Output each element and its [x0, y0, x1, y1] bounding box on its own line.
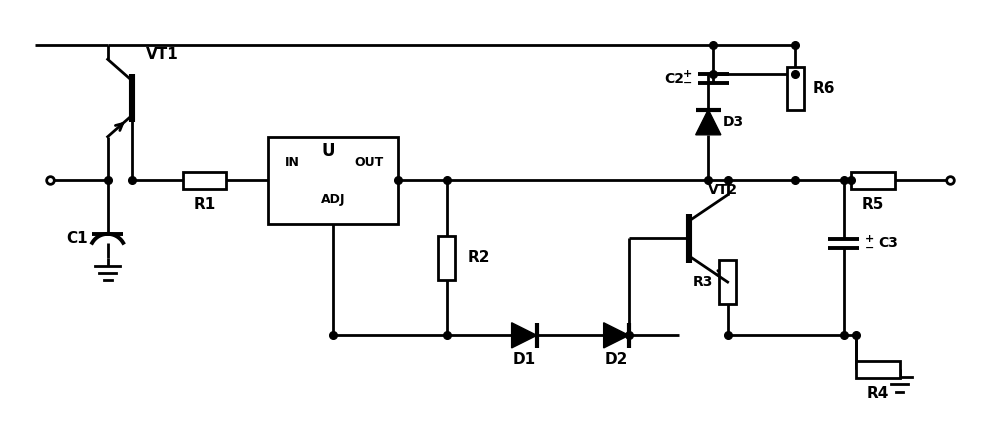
Text: D2: D2 [605, 352, 628, 367]
Text: R2: R2 [468, 250, 491, 266]
Text: −: − [864, 243, 874, 253]
Bar [719, 260, 736, 304]
Text: ADJ: ADJ [321, 193, 345, 206]
Text: R1: R1 [193, 197, 216, 212]
Text: VT1: VT1 [146, 47, 179, 62]
Bar [851, 172, 895, 189]
Text: R3: R3 [693, 275, 714, 289]
Text: D3: D3 [723, 115, 744, 129]
Text: C3: C3 [878, 236, 898, 250]
Bar [268, 137, 398, 224]
Text: U: U [321, 142, 335, 160]
Text: C2: C2 [664, 71, 684, 86]
Text: VT2: VT2 [708, 183, 738, 197]
Text: +: + [683, 69, 693, 79]
Polygon shape [696, 110, 721, 135]
Text: OUT: OUT [355, 156, 384, 170]
Polygon shape [604, 323, 629, 348]
Text: D1: D1 [513, 352, 536, 367]
Bar [183, 172, 226, 189]
Polygon shape [512, 323, 537, 348]
Text: R5: R5 [862, 197, 884, 212]
Bar [438, 236, 455, 280]
Bar [856, 361, 900, 378]
Text: R4: R4 [867, 386, 889, 401]
Bar [787, 67, 804, 110]
Text: −: − [683, 78, 693, 88]
Text: +: + [864, 234, 874, 244]
Text: R6: R6 [813, 81, 835, 96]
Text: C1: C1 [66, 231, 87, 246]
Text: IN: IN [285, 156, 300, 170]
